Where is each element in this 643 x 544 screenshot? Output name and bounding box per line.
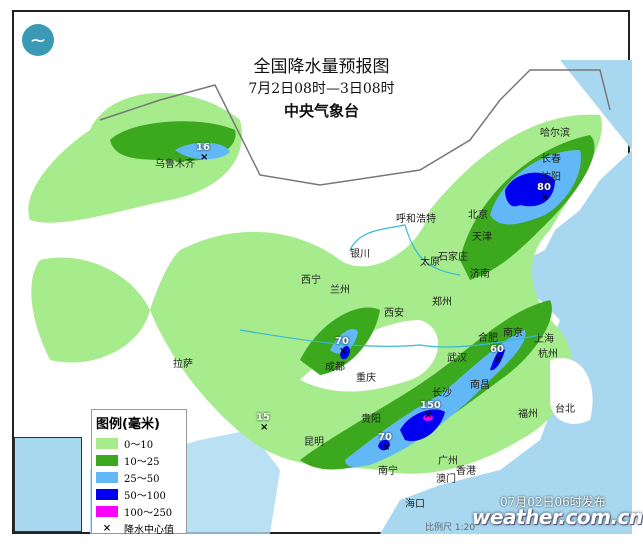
city-label: 重庆 (356, 373, 376, 384)
rain-50-100 (340, 172, 555, 451)
city-label: 乌鲁木齐 (155, 159, 195, 170)
map-title: 全国降水量预报图 (253, 57, 390, 77)
city-label: 澳门 (436, 474, 456, 485)
city-label: 杭州 (538, 349, 558, 360)
cma-logo: ~ (22, 24, 54, 56)
rain-center-value: 150 (420, 400, 441, 411)
legend: 图例(毫米) 0～10 10～25 25～50 50～100 100～250 ×… (91, 409, 187, 537)
city-label: 西宁 (301, 275, 321, 286)
city-label: 长沙 (432, 388, 452, 399)
city-label: 拉萨 (173, 359, 193, 370)
rain-center-cross-icon: × (339, 346, 348, 357)
city-label: 沈阳 (541, 172, 561, 183)
issue-time: 07月02日06时发布 (500, 495, 606, 509)
national-border (99, 69, 611, 186)
legend-item: 100～250 (96, 503, 182, 520)
rain-center-value: 70 (335, 336, 349, 347)
rain-center-value: 15 (256, 412, 270, 423)
rain-center-cross-icon: × (494, 354, 503, 365)
forecast-period: 7月2日08时—3日08时 (248, 81, 395, 97)
legend-label: 25～50 (124, 474, 160, 485)
legend-item: 25～50 (96, 469, 182, 486)
dry-area-2 (550, 358, 593, 424)
city-label: 福州 (518, 409, 538, 420)
legend-swatch (96, 455, 118, 466)
south-china-sea-inset (14, 437, 82, 532)
legend-label: 10～25 (124, 457, 160, 468)
city-label: 南京 (503, 328, 523, 339)
rain-center-value: 70 (378, 432, 392, 443)
legend-label: 100～250 (124, 508, 173, 519)
scale-label: 比例尺 1:20 (425, 523, 476, 533)
river (349, 224, 461, 276)
rain-center-value: 60 (490, 344, 504, 355)
rain-100-250 (423, 415, 433, 421)
rain-center-value: 16 (196, 142, 210, 153)
city-label: 北京 (468, 210, 488, 221)
legend-label: 50～100 (124, 491, 166, 502)
city-label: 西安 (384, 308, 404, 319)
legend-swatch (96, 506, 118, 517)
legend-item: 0～10 (96, 435, 182, 452)
city-label: 太原 (420, 257, 440, 268)
city-label: 济南 (470, 269, 490, 280)
city-label: 合肥 (478, 333, 498, 344)
legend-label: 0～10 (124, 440, 154, 451)
city-label: 银川 (350, 249, 370, 260)
dry-area (300, 320, 439, 392)
city-label: 贵阳 (361, 414, 381, 425)
legend-swatch (96, 472, 118, 483)
city-label: 上海 (534, 334, 554, 345)
city-label: 郑州 (432, 297, 452, 308)
city-label: 成都 (325, 362, 345, 373)
rain-center-cross-icon: × (260, 422, 269, 433)
city-label: 香港 (456, 466, 476, 477)
brand-watermark: weather.com.cn (472, 505, 643, 529)
rain-center-cross-icon: × (541, 192, 550, 203)
issuer: 中央气象台 (283, 102, 359, 120)
city-label: 兰州 (330, 285, 350, 296)
legend-swatch (96, 438, 118, 449)
legend-label: 降水中心值 (124, 525, 174, 536)
rain-center-cross-icon: × (200, 152, 209, 163)
city-label: 呼和浩特 (396, 214, 436, 225)
legend-swatch (96, 489, 118, 500)
city-label: 武汉 (447, 353, 467, 364)
city-label: 石家庄 (438, 252, 468, 263)
city-label: 天津 (472, 232, 492, 243)
river (239, 329, 541, 348)
legend-item: × 降水中心值 (96, 520, 182, 537)
legend-title: 图例(毫米) (96, 417, 160, 432)
city-label: 昆明 (304, 437, 324, 448)
city-label: 海口 (405, 499, 425, 510)
rain-center-cross-icon: × (382, 442, 391, 453)
city-label: 哈尔滨 (540, 128, 570, 139)
city-label: 长春 (541, 154, 561, 165)
city-label: 台北 (555, 404, 575, 415)
city-label: 广州 (438, 456, 458, 467)
rain-center-cross-icon: × (424, 410, 433, 421)
rain-center-value: 80 (537, 182, 551, 193)
legend-item: 10～25 (96, 452, 182, 469)
cross-icon: × (102, 523, 112, 534)
city-label: 南宁 (378, 466, 398, 477)
city-label: 南昌 (470, 380, 490, 391)
legend-item: 50～100 (96, 486, 182, 503)
